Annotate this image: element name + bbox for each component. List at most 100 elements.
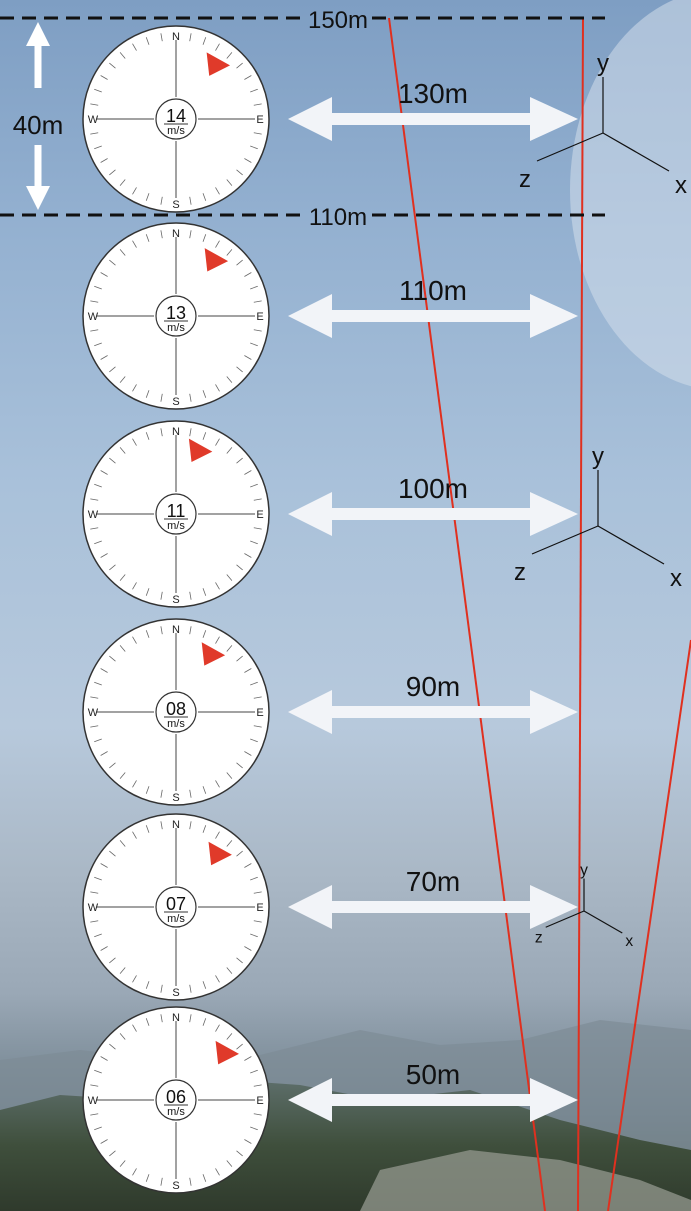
compass-south-label: S	[172, 594, 179, 606]
compass-tick	[100, 75, 108, 80]
compass-south-label: S	[172, 792, 179, 804]
compass-tick	[109, 564, 116, 571]
compass-tick	[244, 272, 252, 277]
distance-arrow-head-right	[530, 97, 578, 141]
compass-tick	[202, 786, 207, 794]
compass-tick	[132, 831, 137, 839]
axes-group: y x z y x z y x z	[514, 50, 687, 950]
compass-tick	[236, 1043, 243, 1050]
wind-direction-marker	[208, 841, 232, 866]
y-axis-label: y	[592, 443, 604, 470]
compass-south-label: S	[172, 987, 179, 999]
wind-direction-marker	[204, 248, 229, 272]
compass-tick	[253, 920, 262, 923]
z-axis-label: z	[535, 929, 543, 946]
compass-tick	[119, 1160, 126, 1167]
speed-hub	[155, 493, 197, 535]
wind-speed-unit: m/s	[167, 322, 185, 334]
compass-tick	[160, 196, 163, 205]
compass-east-label: E	[256, 509, 263, 521]
compass-tick	[250, 1069, 258, 1074]
compass-north-label: N	[172, 228, 180, 240]
distance-arrow-head-left	[288, 1078, 332, 1122]
compass-tick	[250, 483, 258, 488]
compass-tick	[202, 390, 207, 398]
compass-tick	[236, 457, 243, 464]
compass-east-label: E	[256, 707, 263, 719]
wind-direction-marker	[188, 438, 213, 462]
compass-tick	[100, 355, 108, 360]
guide-line-left	[388, 17, 546, 1211]
compass-tick	[250, 876, 258, 881]
band-height-arrow	[26, 22, 50, 210]
compass-tick	[94, 1126, 102, 1131]
x-axis	[597, 525, 665, 565]
compass-tick	[253, 891, 262, 894]
compass-tick	[250, 933, 258, 938]
compass-tick	[253, 329, 262, 332]
wind-speed-value: 08	[166, 699, 186, 719]
compass-tick	[145, 1018, 150, 1026]
compass-tick	[202, 234, 207, 242]
guide-line-right	[607, 639, 691, 1211]
speed-hub	[155, 691, 197, 733]
compass-tick	[94, 738, 102, 743]
compass-south-label: S	[172, 199, 179, 211]
compass-tick	[253, 103, 262, 106]
compass-tick	[250, 285, 258, 290]
compass-tick	[145, 432, 150, 440]
compass-west-label: W	[88, 707, 99, 719]
distance-label: 110m	[399, 275, 467, 306]
guide-line-center	[577, 17, 584, 1211]
compass-tick	[189, 984, 192, 993]
wind-speed-unit: m/s	[167, 718, 185, 730]
compass-row: N S E W 14m/s 130m	[82, 25, 578, 213]
compass-tick	[253, 725, 262, 728]
compass-tick	[119, 52, 126, 59]
distance-label: 100m	[398, 473, 468, 504]
compass-tick	[160, 984, 163, 993]
distance-arrow-head-right	[530, 885, 578, 929]
axis-triad: y x z	[514, 443, 682, 592]
compass-tick	[226, 376, 233, 383]
speed-hub	[155, 1079, 197, 1121]
compass-tick	[90, 1113, 99, 1116]
compass-west-label: W	[88, 902, 99, 914]
compass-tick	[94, 88, 102, 93]
rock-area	[360, 1150, 691, 1211]
compass-tick	[236, 762, 243, 769]
compass-tick	[244, 1056, 252, 1061]
x-axis-label: x	[675, 172, 687, 199]
compass-north-label: N	[172, 819, 180, 831]
compass-tick	[94, 483, 102, 488]
compass-tick	[145, 234, 150, 242]
compass-tick	[253, 300, 262, 303]
compass-tick	[119, 967, 126, 974]
x-axis-label: x	[625, 933, 633, 950]
compass-tick	[215, 831, 220, 839]
compass-tick	[202, 630, 207, 638]
compass-west-label: W	[88, 509, 99, 521]
compass-row: N S E W 06m/s 50m	[82, 1006, 578, 1194]
compass-tick	[215, 975, 220, 983]
compass-tick	[244, 1139, 252, 1144]
compass-tick	[189, 230, 192, 239]
compass-tick	[100, 946, 108, 951]
compass-tick	[100, 751, 108, 756]
z-axis	[536, 132, 604, 162]
compass-tick	[109, 1043, 116, 1050]
compass-tick	[236, 366, 243, 373]
compass-tick	[189, 1177, 192, 1186]
compass-tick	[145, 981, 150, 989]
compass-tick	[100, 1139, 108, 1144]
compass-east-label: E	[256, 114, 263, 126]
compass-tick	[250, 88, 258, 93]
compass-tick	[250, 1126, 258, 1131]
compass-tick	[160, 591, 163, 600]
sky-glow	[570, 0, 691, 387]
compass-tick	[189, 1014, 192, 1023]
wind-speed-unit: m/s	[167, 913, 185, 925]
wind-speed-value: 13	[166, 303, 186, 323]
compass-tick	[189, 626, 192, 635]
compass-tick	[90, 103, 99, 106]
